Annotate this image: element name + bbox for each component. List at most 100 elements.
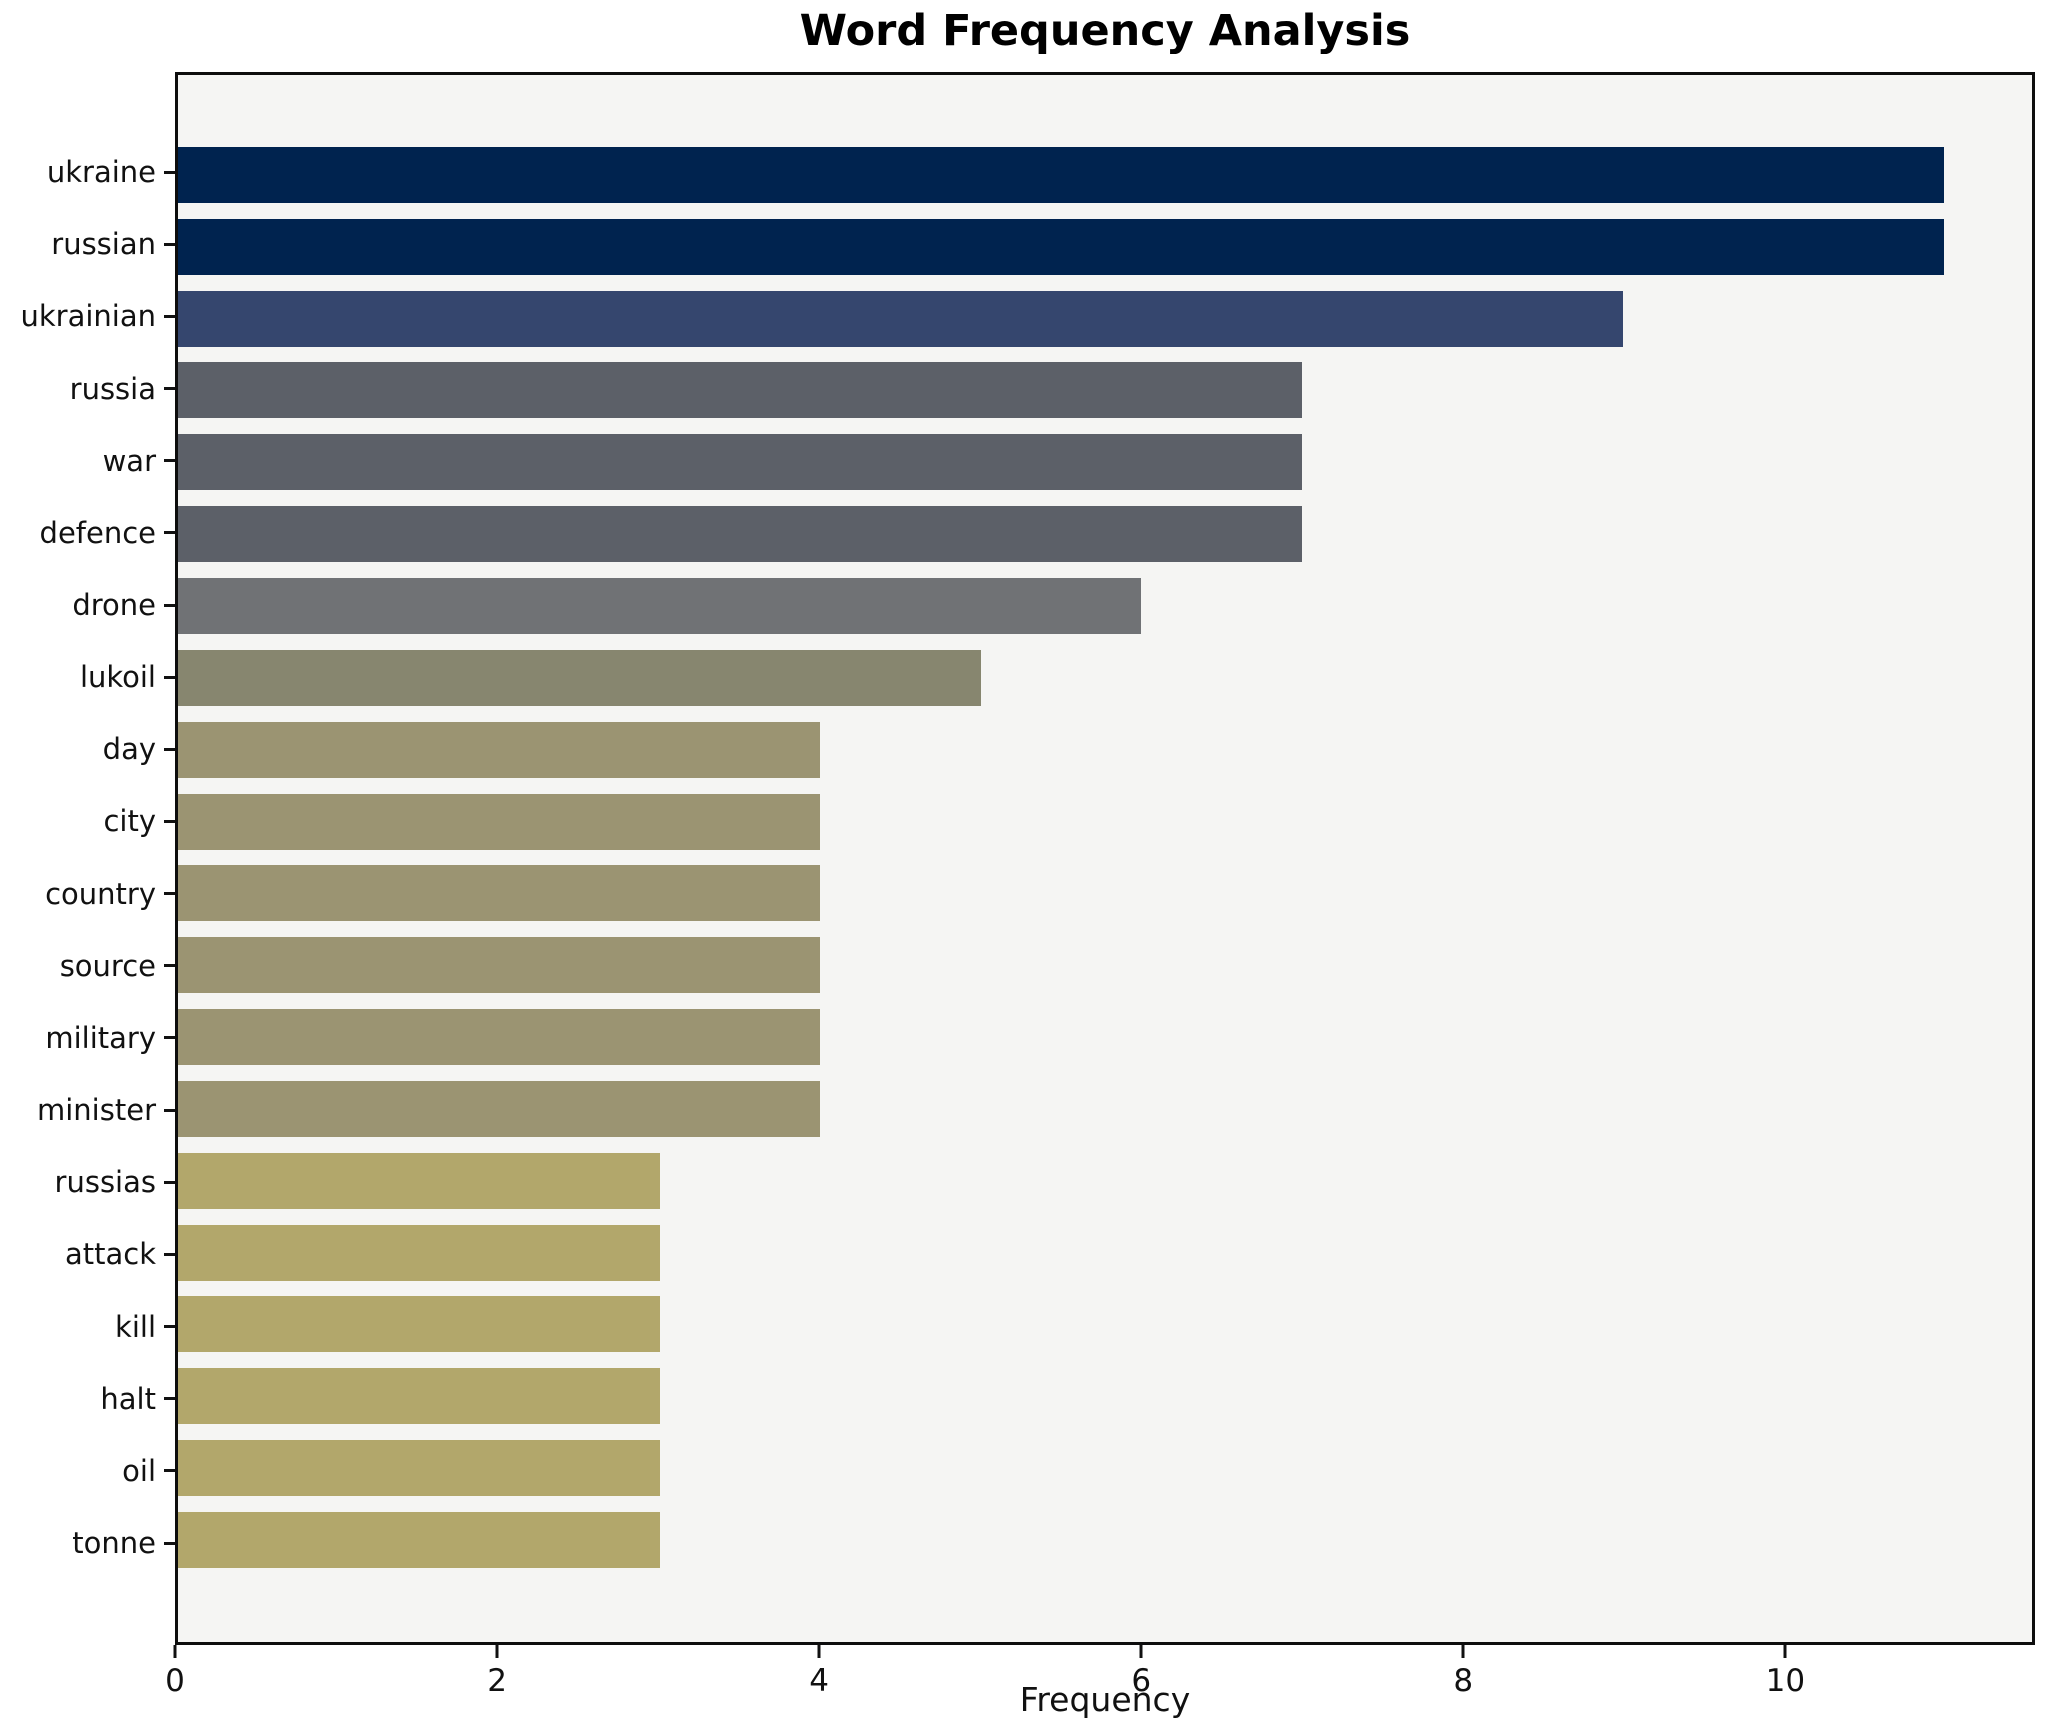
x-tick-label: 10 <box>1765 1663 1806 1699</box>
bar-row <box>178 642 2032 714</box>
bar-row <box>178 1432 2032 1504</box>
y-tick-mark <box>164 1180 175 1184</box>
x-tick-label: 8 <box>1453 1663 1474 1699</box>
bar-row <box>178 1145 2032 1217</box>
x-tick-mark <box>495 1645 499 1658</box>
y-tick-label: russias <box>54 1165 156 1200</box>
bar-row <box>178 498 2032 570</box>
bar-military <box>178 1009 821 1066</box>
bar-row <box>178 1001 2032 1073</box>
y-tick-row: russia <box>0 352 175 424</box>
x-tick-mark <box>173 1645 177 1658</box>
y-tick-mark <box>164 1325 175 1329</box>
y-tick-row: source <box>0 930 175 1002</box>
y-tick-row: halt <box>0 1363 175 1435</box>
y-tick-row: minister <box>0 1074 175 1146</box>
y-tick-label: ukrainian <box>20 299 156 334</box>
y-tick-row: attack <box>0 1218 175 1290</box>
bar-minister <box>178 1080 821 1137</box>
y-tick-label: attack <box>64 1237 156 1272</box>
x-tick-label: 2 <box>487 1663 507 1699</box>
y-tick-row: ukraine <box>0 136 175 208</box>
y-tick-label: halt <box>100 1381 156 1416</box>
y-tick-row: russian <box>0 208 175 280</box>
y-tick-label: russia <box>69 371 156 406</box>
bar-tonne <box>178 1511 660 1568</box>
bar-row <box>178 211 2032 283</box>
y-tick-label: defence <box>39 515 156 550</box>
x-tick-mark <box>1783 1645 1787 1658</box>
y-tick-mark <box>164 387 175 391</box>
bar-source <box>178 937 821 994</box>
y-axis: ukraine russian ukrainian russia war defence d… <box>0 72 175 1645</box>
bar-row <box>178 1360 2032 1432</box>
bar-country <box>178 865 821 922</box>
y-tick-row: war <box>0 425 175 497</box>
y-tick-mark <box>164 459 175 463</box>
y-tick-row: military <box>0 1002 175 1074</box>
y-tick-label: kill <box>115 1309 156 1344</box>
y-tick-label: ukraine <box>46 155 156 190</box>
y-tick-row: russias <box>0 1146 175 1218</box>
plot-area <box>175 72 2035 1645</box>
y-tick-row: drone <box>0 569 175 641</box>
bar-row <box>178 283 2032 355</box>
bar-row <box>178 857 2032 929</box>
y-tick-label: day <box>102 732 156 767</box>
y-tick-label: war <box>102 443 156 478</box>
y-tick-label: lukoil <box>79 660 156 695</box>
bar-defence <box>178 506 1302 563</box>
bar-row <box>178 570 2032 642</box>
bar-russia <box>178 362 1302 419</box>
bar-row <box>178 714 2032 786</box>
y-tick-label: minister <box>37 1093 156 1128</box>
x-tick-label: 4 <box>809 1663 830 1699</box>
bar-lukoil <box>178 649 981 706</box>
y-tick-mark <box>164 964 175 968</box>
bar-halt <box>178 1368 660 1425</box>
y-tick-label: city <box>103 804 156 839</box>
y-tick-label: source <box>59 948 156 983</box>
y-tick-row: oil <box>0 1435 175 1507</box>
y-tick-label: tonne <box>72 1526 156 1561</box>
bar-row <box>178 1504 2032 1576</box>
y-tick-row: tonne <box>0 1507 175 1579</box>
bar-day <box>178 721 821 778</box>
y-tick-mark <box>164 1469 175 1473</box>
y-tick-mark <box>164 747 175 751</box>
y-tick-label: russian <box>51 227 156 262</box>
bar-russias <box>178 1152 660 1209</box>
bar-drone <box>178 577 1142 634</box>
y-tick-mark <box>164 531 175 535</box>
bar-attack <box>178 1224 660 1281</box>
y-tick-mark <box>164 314 175 318</box>
y-tick-mark <box>164 1397 175 1401</box>
y-tick-row: lukoil <box>0 641 175 713</box>
bar-row <box>178 1217 2032 1289</box>
y-tick-mark <box>164 1108 175 1112</box>
bar-row <box>178 786 2032 858</box>
y-tick-row: ukrainian <box>0 280 175 352</box>
x-axis-label: Frequency <box>1019 1680 1191 1719</box>
bar-war <box>178 434 1302 491</box>
y-tick-label: drone <box>72 588 156 623</box>
y-tick-label: country <box>45 876 156 911</box>
y-tick-row: kill <box>0 1291 175 1363</box>
bar-oil <box>178 1440 660 1497</box>
y-tick-mark <box>164 170 175 174</box>
x-tick-mark <box>817 1645 821 1658</box>
bar-series <box>178 75 2032 1642</box>
bar-row <box>178 355 2032 427</box>
bar-row <box>178 426 2032 498</box>
chart-title: Word Frequency Analysis <box>799 6 1411 56</box>
bar-ukraine <box>178 146 1944 203</box>
y-tick-row: country <box>0 858 175 930</box>
x-tick-mark <box>1461 1645 1465 1658</box>
bar-row <box>178 139 2032 211</box>
bar-row <box>178 1289 2032 1361</box>
bar-ukrainian <box>178 290 1623 347</box>
x-tick-label: 6 <box>1131 1663 1152 1699</box>
y-tick-mark <box>164 603 175 607</box>
bar-russian <box>178 218 1944 275</box>
